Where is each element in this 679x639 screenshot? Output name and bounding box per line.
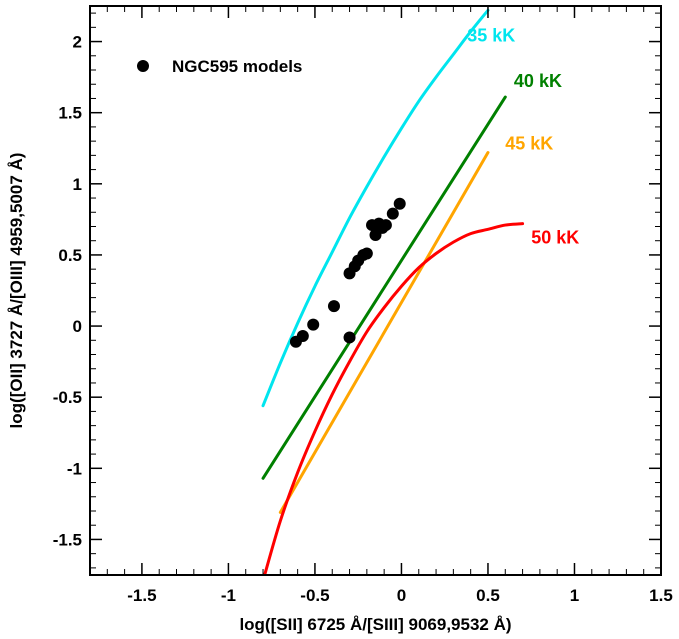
series-line-35-kK xyxy=(261,8,490,408)
model-curves xyxy=(261,8,525,575)
y-tick-label: -1.5 xyxy=(53,530,82,549)
plot-frame xyxy=(89,5,662,576)
series-line-45-kK xyxy=(278,151,490,514)
series-line-50-kK xyxy=(263,222,525,575)
series-line-40-kK xyxy=(261,95,507,480)
y-tick-label: 1.5 xyxy=(58,104,82,123)
axis-ticks xyxy=(89,6,662,575)
data-point xyxy=(393,197,406,210)
x-tick-label: 0.5 xyxy=(476,586,500,605)
x-tick-label: -1.5 xyxy=(127,586,156,605)
curve-labels: 35 kK 40 kK 45 kK 50 kK xyxy=(467,26,579,248)
data-point xyxy=(379,219,392,232)
data-points xyxy=(289,197,406,348)
data-point xyxy=(360,247,373,260)
x-tick-label: 0 xyxy=(397,586,406,605)
x-tick-label: -0.5 xyxy=(300,586,329,605)
data-point xyxy=(386,207,399,220)
data-point xyxy=(307,318,320,331)
y-tick-label: 0 xyxy=(73,317,82,336)
y-tick-label: -1 xyxy=(67,459,82,478)
y-tick-label: -0.5 xyxy=(53,388,82,407)
x-tick-label: 1 xyxy=(570,586,579,605)
legend-marker xyxy=(137,60,149,72)
legend: NGC595 models xyxy=(137,57,302,76)
x-tick-label: 1.5 xyxy=(649,586,673,605)
curve-label: 35 kK xyxy=(467,26,515,46)
data-point xyxy=(327,300,340,313)
data-point xyxy=(296,330,309,343)
y-axis-label: log([OII] 3727 Å/[OIII] 4959,5007 Å) xyxy=(7,153,26,429)
y-tick-label: 1 xyxy=(73,175,82,194)
curve-label: 40 kK xyxy=(514,71,562,91)
y-tick-label: 0.5 xyxy=(58,246,82,265)
x-tick-label: -1 xyxy=(221,586,236,605)
data-point xyxy=(343,331,356,344)
curve-label: 45 kK xyxy=(505,134,553,154)
x-axis-label: log([SII] 6725 Å/[SIII] 9069,9532 Å) xyxy=(239,615,511,634)
legend-label: NGC595 models xyxy=(172,57,302,76)
y-tick-label: 2 xyxy=(73,33,82,52)
curve-label: 50 kK xyxy=(531,228,579,248)
axis-tick-labels: -1.5 -1 -0.5 0 0.5 1 1.5 -1.5 -1 -0.5 0 0.5 1 1.5 2 xyxy=(53,33,673,605)
